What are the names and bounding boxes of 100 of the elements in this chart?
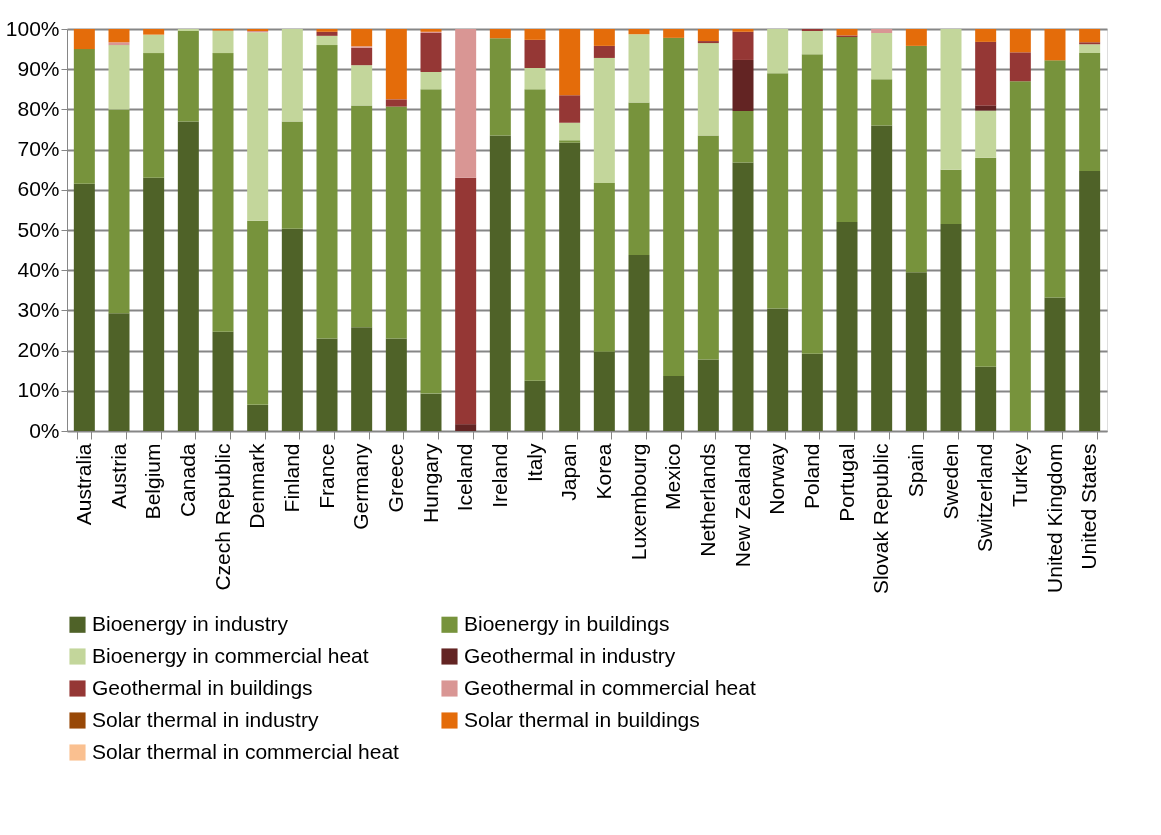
bar — [108, 29, 130, 43]
bar — [871, 29, 893, 34]
bar — [559, 95, 581, 123]
x-tick-label: Germany — [349, 443, 373, 530]
x-tick-label: Italy — [522, 443, 546, 483]
bar — [628, 29, 650, 35]
bar — [871, 33, 893, 80]
bar — [697, 29, 719, 42]
bar — [1009, 81, 1031, 431]
bar — [1079, 170, 1101, 431]
bar — [247, 32, 269, 221]
x-tick-label: Denmark — [245, 443, 269, 529]
y-tick-label: 100% — [5, 16, 60, 40]
bar — [593, 351, 615, 431]
bar — [316, 338, 338, 431]
bar — [524, 67, 546, 90]
x-tick-label: Belgium — [141, 443, 165, 520]
bar — [108, 45, 130, 110]
y-tick-label: 50% — [17, 217, 60, 241]
bar — [801, 29, 823, 32]
bar — [351, 105, 373, 328]
bar — [663, 375, 685, 431]
bar — [940, 223, 962, 431]
x-tick-label: France — [314, 443, 338, 509]
bar — [385, 29, 407, 100]
x-tick-label: Poland — [799, 443, 823, 509]
bar — [593, 45, 615, 58]
x-tick-label: Japan — [557, 443, 581, 501]
x-tick-label: Turkey — [1007, 443, 1031, 507]
legend-label: Bioenergy in commercial heat — [92, 643, 369, 667]
legend-label: Solar thermal in industry — [92, 707, 319, 731]
bar — [73, 183, 95, 431]
x-tick-label: Australia — [71, 443, 95, 526]
bar — [593, 29, 615, 46]
legend-label: Geothermal in buildings — [92, 675, 313, 699]
x-tick-label: Canada — [175, 443, 199, 518]
bar — [385, 338, 407, 431]
bar — [801, 54, 823, 354]
bar — [489, 135, 511, 431]
x-tick-label: Korea — [591, 443, 615, 500]
bar — [247, 220, 269, 405]
bar — [385, 99, 407, 107]
bar — [1079, 53, 1101, 171]
legend-label: Bioenergy in industry — [92, 611, 289, 635]
bar — [524, 89, 546, 381]
bar — [905, 272, 927, 431]
bar — [1044, 29, 1066, 61]
bar — [975, 366, 997, 431]
bar — [281, 228, 303, 431]
bar — [663, 37, 685, 376]
x-tick-label: Iceland — [453, 443, 477, 512]
bar — [697, 359, 719, 431]
bar — [455, 29, 477, 178]
x-tick-label: Sweden — [938, 443, 962, 520]
x-tick-label: Slovak Republic — [869, 443, 893, 595]
bar — [143, 53, 165, 178]
x-tick-label: Mexico — [661, 443, 685, 511]
bar — [351, 29, 373, 47]
bar — [524, 380, 546, 431]
bar — [559, 140, 581, 143]
y-tick-label: 20% — [17, 338, 60, 362]
bar — [940, 29, 962, 170]
y-tick-label: 40% — [17, 257, 60, 281]
x-tick-label: Austria — [106, 443, 130, 509]
x-tick-label: Norway — [765, 443, 789, 515]
x-tick-label: Luxembourg — [626, 443, 650, 561]
legend-label: Bioenergy in buildings — [464, 611, 670, 635]
bar — [385, 106, 407, 339]
bar — [732, 29, 754, 32]
bar — [489, 38, 511, 136]
bar — [212, 53, 234, 332]
bar — [628, 254, 650, 431]
bar — [108, 42, 130, 46]
bar — [697, 135, 719, 360]
bar — [212, 30, 234, 54]
bar — [663, 29, 685, 38]
bar — [871, 79, 893, 126]
bar — [316, 31, 338, 36]
bar — [1079, 29, 1101, 43]
bar — [524, 29, 546, 40]
bar — [316, 35, 338, 46]
bar — [1079, 44, 1101, 54]
bar — [697, 43, 719, 136]
bar — [281, 29, 303, 122]
x-tick-label: Switzerland — [973, 443, 997, 553]
bar — [455, 424, 477, 431]
bar — [1044, 297, 1066, 431]
bar — [1044, 60, 1066, 298]
bar — [767, 308, 789, 431]
bar — [732, 59, 754, 112]
bar — [905, 45, 927, 273]
bar — [732, 111, 754, 163]
bar — [1079, 42, 1101, 45]
x-tick-label: Netherlands — [695, 443, 719, 557]
bar — [975, 110, 997, 158]
y-tick-label: 60% — [17, 177, 60, 201]
bar — [767, 73, 789, 309]
bar — [767, 29, 789, 74]
bar — [975, 157, 997, 367]
x-tick-label: Czech Republic — [210, 443, 234, 591]
